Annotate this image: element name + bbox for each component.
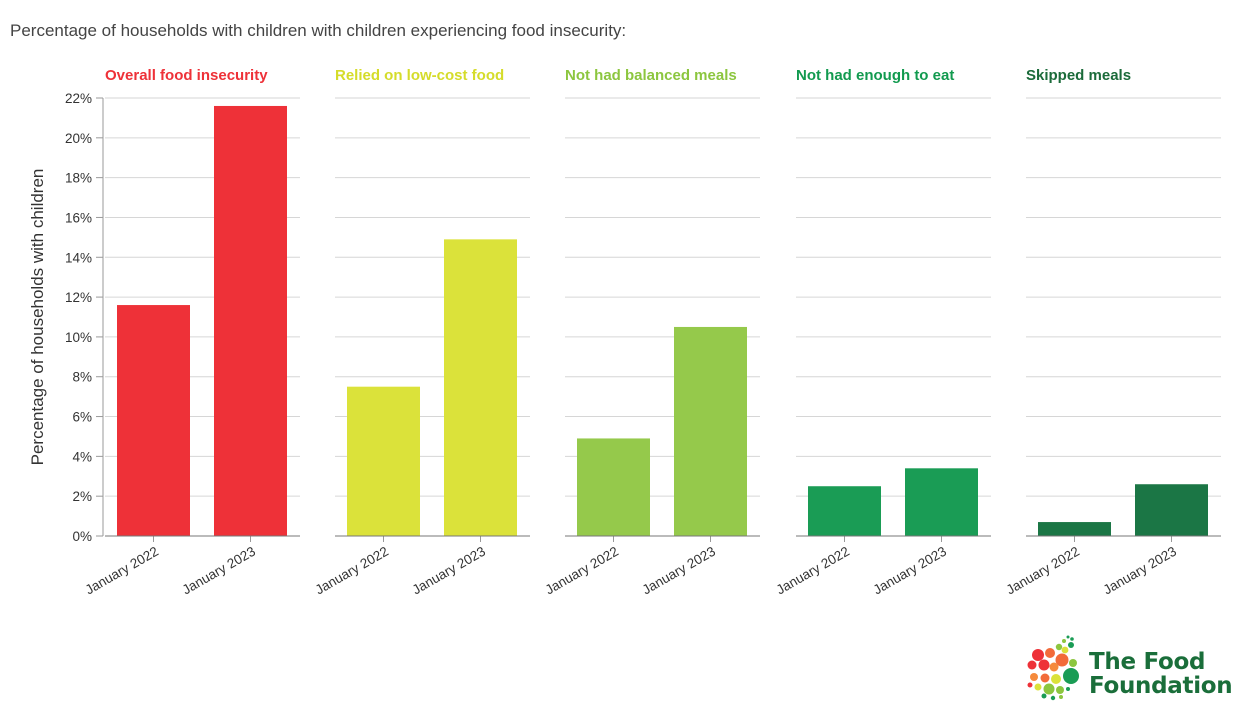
- logo-line-2: Foundation: [1089, 673, 1233, 699]
- food-foundation-logo-icon: [1027, 635, 1079, 701]
- panel-title: Not had enough to eat: [796, 67, 954, 84]
- x-tick-label: January 2022: [1004, 544, 1082, 598]
- bar: [808, 486, 881, 536]
- bar: [1038, 522, 1111, 536]
- x-tick-label: January 2023: [180, 544, 258, 598]
- chart-title: Percentage of households with children w…: [10, 21, 627, 40]
- x-tick-label: January 2023: [640, 544, 718, 598]
- logo-line-1: The Food: [1089, 649, 1206, 675]
- x-tick-label: January 2022: [313, 544, 391, 598]
- x-tick-label: January 2023: [871, 544, 949, 598]
- bar: [347, 386, 420, 536]
- bar: [577, 438, 650, 536]
- panel-title: Skipped meals: [1026, 67, 1131, 84]
- x-tick-label: January 2022: [543, 544, 621, 598]
- x-tick-label: January 2022: [83, 544, 161, 598]
- y-tick-label: 2%: [72, 489, 92, 504]
- bar: [1135, 484, 1208, 536]
- food-foundation-logo: The Food Foundation: [1089, 649, 1233, 699]
- bar: [117, 305, 190, 536]
- bar: [905, 468, 978, 536]
- y-tick-label: 6%: [72, 410, 92, 425]
- bar: [214, 105, 287, 537]
- x-tick-label: January 2022: [774, 544, 852, 598]
- y-tick-label: 18%: [65, 171, 92, 186]
- x-tick-label: January 2023: [1101, 544, 1179, 598]
- x-tick-label: January 2023: [410, 544, 488, 598]
- y-tick-label: 4%: [72, 449, 92, 464]
- y-tick-label: 22%: [65, 91, 92, 106]
- panel-title: Relied on low-cost food: [335, 67, 504, 84]
- y-axis-label: Percentage of households with children: [28, 169, 47, 466]
- y-tick-label: 8%: [72, 370, 92, 385]
- panel-title: Not had balanced meals: [565, 67, 737, 84]
- panel-title: Overall food insecurity: [105, 67, 268, 84]
- y-tick-label: 12%: [65, 290, 92, 305]
- y-tick-label: 0%: [72, 529, 92, 544]
- bar: [444, 239, 517, 536]
- y-tick-label: 10%: [65, 330, 92, 345]
- y-tick-label: 16%: [65, 210, 92, 225]
- bar: [674, 326, 747, 536]
- y-tick-label: 14%: [65, 250, 92, 265]
- y-tick-label: 20%: [65, 131, 92, 146]
